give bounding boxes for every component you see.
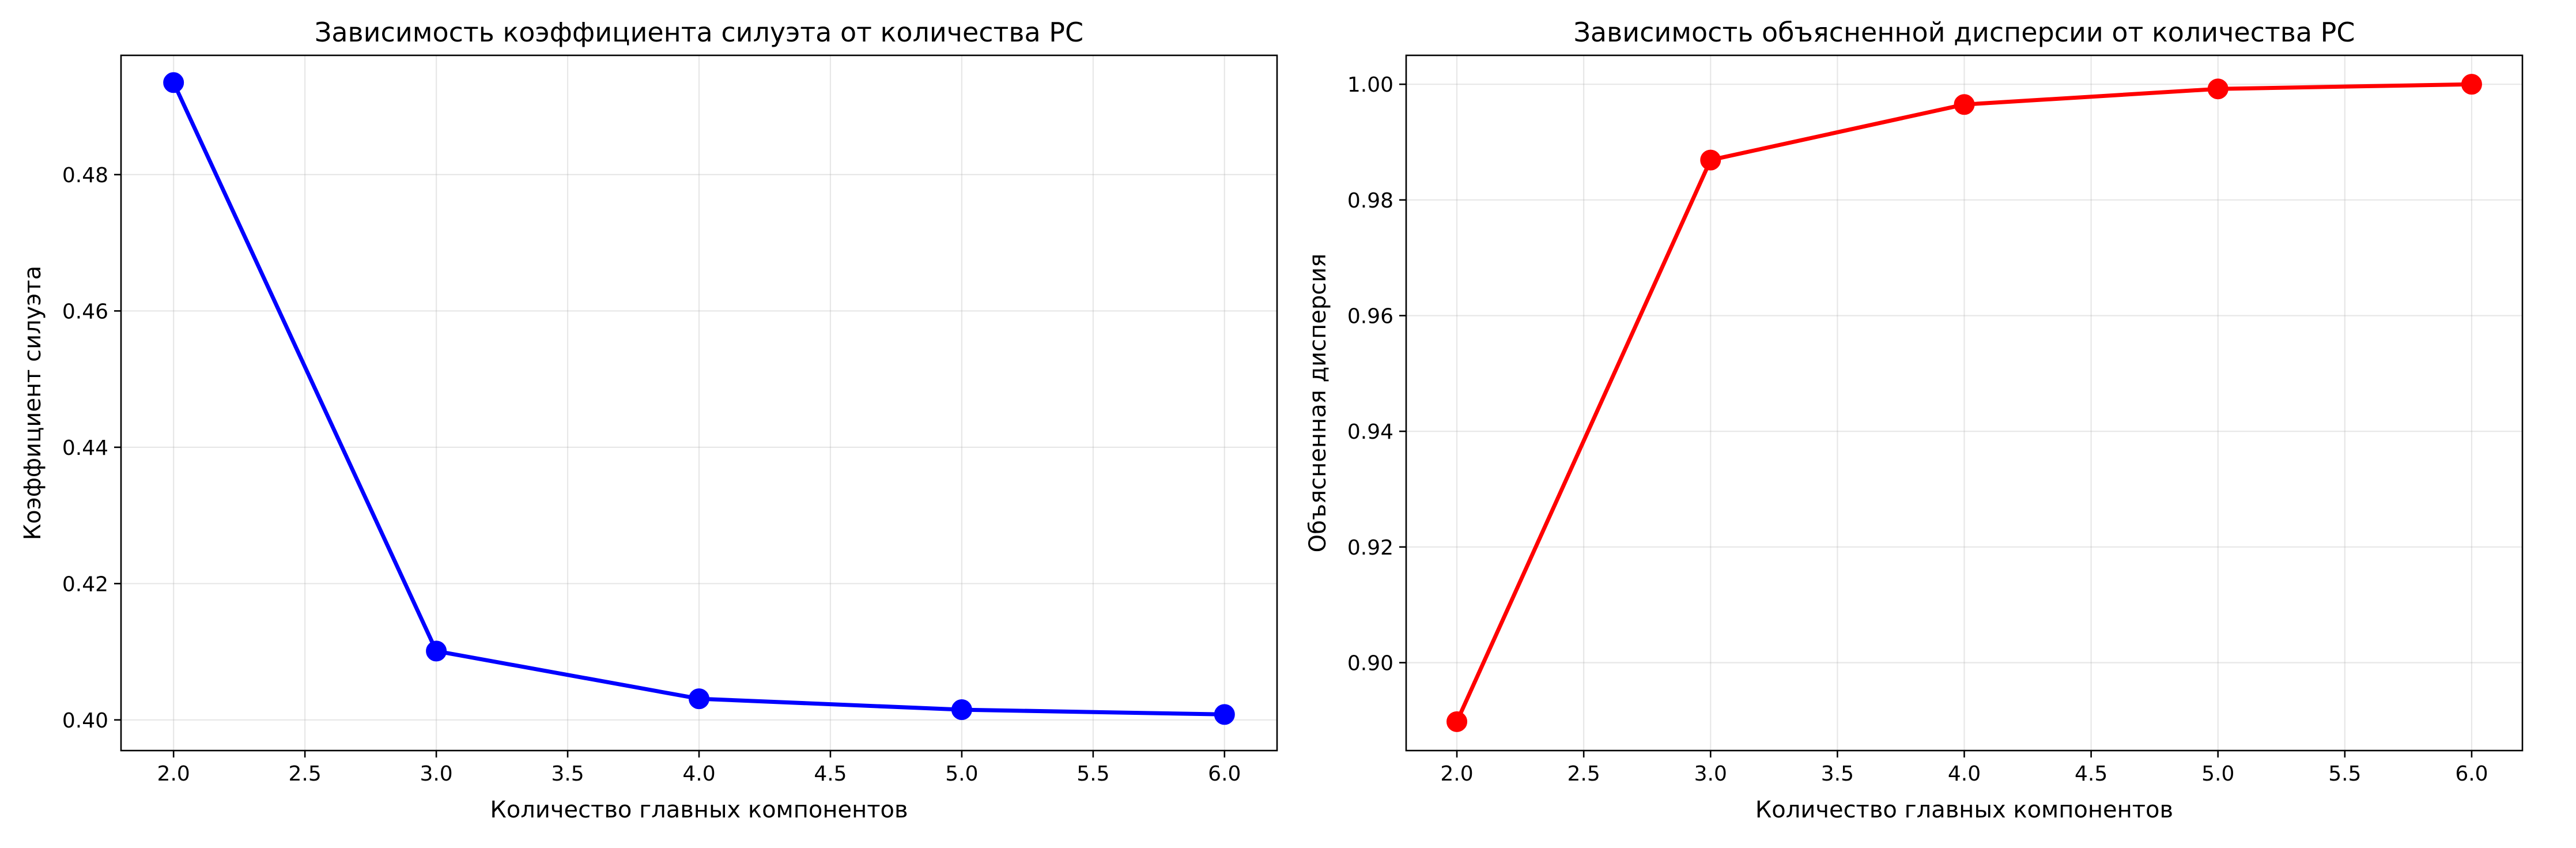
y-tick-label: 0.98 bbox=[1347, 189, 1393, 213]
x-tick-label: 3.0 bbox=[420, 762, 452, 786]
x-tick-label: 5.5 bbox=[1077, 762, 1109, 786]
x-tick-label: 6.0 bbox=[2455, 762, 2488, 786]
y-tick-label: 0.94 bbox=[1347, 420, 1393, 444]
data-point bbox=[1700, 149, 1721, 171]
chart-title: Зависимость объясненной дисперсии от кол… bbox=[1573, 17, 2355, 48]
data-point bbox=[2207, 78, 2228, 100]
data-point bbox=[1446, 711, 1468, 732]
x-tick-label: 3.5 bbox=[551, 762, 584, 786]
chart-panel-2: 2.0 2.5 3.0 3.5 4.0 4.5 5.0 5.5 6.0 0.90 0.92 0.94 0… bbox=[1305, 17, 2524, 823]
x-tick-label: 4.0 bbox=[1948, 762, 1981, 786]
x-tick-label: 5.0 bbox=[945, 762, 978, 786]
chart-panel-1: 2.0 2.5 3.0 3.5 4.0 4.5 5.0 5.5 6.0 0.40 0.42 0.44 0… bbox=[20, 17, 1278, 823]
x-axis-label: Количество главных компонентов bbox=[490, 797, 908, 823]
x-tick-label: 2.0 bbox=[157, 762, 190, 786]
x-tick-label: 5.0 bbox=[2201, 762, 2234, 786]
y-axis-label: Коэффициент силуэта bbox=[20, 266, 46, 540]
x-tick-label: 5.5 bbox=[2328, 762, 2361, 786]
data-point bbox=[689, 688, 709, 710]
y-tick-label: 0.40 bbox=[62, 709, 108, 733]
y-axis-label: Объясненная дисперсия bbox=[1305, 254, 1331, 553]
y-tick-label: 0.46 bbox=[62, 300, 108, 323]
y-tick-label: 0.90 bbox=[1347, 651, 1393, 675]
x-tick-label: 3.5 bbox=[1821, 762, 1854, 786]
y-tick-label: 0.96 bbox=[1347, 304, 1393, 328]
data-point bbox=[951, 699, 972, 721]
x-tick-label: 4.5 bbox=[814, 762, 847, 786]
x-tick-label: 4.5 bbox=[2075, 762, 2107, 786]
x-axis-label: Количество главных компонентов bbox=[1755, 797, 2173, 823]
x-tick-label: 2.5 bbox=[289, 762, 322, 786]
data-point bbox=[2461, 74, 2482, 95]
data-point bbox=[1954, 94, 1975, 115]
y-tick-label: 0.48 bbox=[62, 164, 108, 187]
y-tick-label: 0.92 bbox=[1347, 536, 1393, 560]
x-tick-label: 3.0 bbox=[1694, 762, 1727, 786]
x-tick-label: 6.0 bbox=[1208, 762, 1241, 786]
data-point bbox=[426, 640, 447, 662]
x-tick-label: 4.0 bbox=[682, 762, 715, 786]
chart-title: Зависимость коэффициента силуэта от коли… bbox=[315, 17, 1083, 48]
y-tick-label: 1.00 bbox=[1347, 73, 1393, 97]
data-point bbox=[1214, 704, 1235, 725]
x-tick-label: 2.5 bbox=[1567, 762, 1600, 786]
y-tick-label: 0.42 bbox=[62, 572, 108, 596]
y-tick-label: 0.44 bbox=[62, 436, 108, 460]
x-tick-label: 2.0 bbox=[1440, 762, 1473, 786]
data-point bbox=[163, 72, 184, 93]
